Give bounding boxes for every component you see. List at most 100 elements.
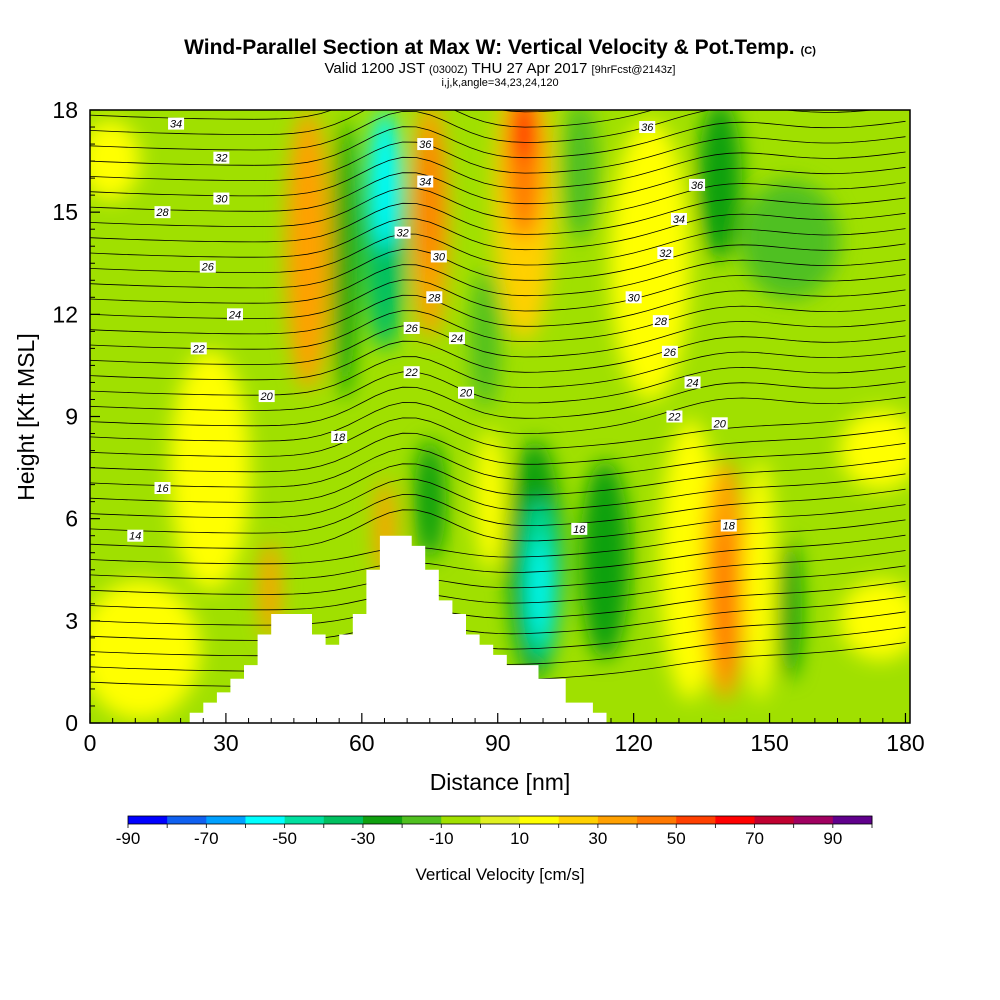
y-tick-label: 18: [52, 97, 78, 123]
theta-contour-line: [90, 534, 906, 580]
valid-utc: (0300Z): [429, 64, 468, 76]
contour-label-bg: [199, 260, 216, 273]
forecast-info: [9hrFcst@2143z]: [591, 64, 676, 76]
contour-label: 26: [405, 323, 419, 335]
plot-area: 34 32 30 28 26 24 22 20 18 16 14 36 34 32 30 28 26 24 22 20…: [90, 45, 910, 723]
contour-label-bg: [331, 430, 348, 443]
x-tick-label: 120: [614, 730, 652, 756]
colorbar-tick-label: -90: [116, 829, 141, 848]
colorbar-swatch: [793, 816, 834, 824]
contour-label-bg: [661, 345, 678, 358]
contour-label-bg: [403, 366, 420, 379]
contour-label: 24: [685, 377, 698, 389]
colorbar: -90 -70 -50 -30 -10 10 30 50 70 90: [116, 815, 873, 848]
chart-title: Wind-Parallel Section at Max W: Vertical…: [0, 36, 1000, 60]
contour-label: 22: [667, 412, 680, 424]
colorbar-tick-label: 70: [745, 829, 764, 848]
contour-label: 32: [215, 153, 227, 165]
contour-label: 24: [228, 309, 241, 321]
contour-label: 16: [156, 483, 169, 495]
contour-label-bg: [168, 117, 185, 130]
contour-label-bg: [689, 178, 706, 191]
colorbar-tick-label: -10: [429, 829, 454, 848]
theta-contour-line: [90, 427, 906, 473]
colorbar-label: Vertical Velocity [cm/s]: [415, 865, 584, 884]
theta-contour-line: [90, 274, 906, 319]
contour-label: 18: [333, 432, 346, 444]
y-axis: 0 3 6 9 12 15 18: [52, 97, 100, 736]
potential-temperature-contours: [90, 45, 906, 687]
colorbar-tick-label: 30: [588, 829, 607, 848]
contour-label-bg: [154, 482, 171, 495]
theta-contour-line: [90, 120, 906, 166]
contour-label: 28: [155, 207, 169, 219]
theta-contour-line: [90, 504, 906, 549]
theta-contour-line: [90, 60, 906, 104]
colorbar-swatch: [558, 816, 599, 824]
theta-contour-line: [90, 412, 906, 457]
contour-label-bg: [430, 250, 447, 263]
theta-contour-line: [90, 110, 877, 151]
colorbar-swatch: [362, 816, 403, 824]
contour-label: 26: [201, 262, 215, 274]
contour-label-bg: [720, 519, 737, 532]
y-tick-label: 6: [65, 506, 78, 532]
contour-label: 18: [723, 520, 736, 532]
y-tick-label: 15: [52, 199, 78, 225]
theta-contour-line: [90, 197, 906, 243]
theta-contour-line: [90, 289, 906, 335]
theta-contour-line: [90, 473, 906, 519]
title-text: Wind-Parallel Section at Max W: Vertical…: [184, 36, 795, 59]
contour-label: 32: [659, 248, 671, 260]
contour-label: 30: [433, 251, 446, 263]
theta-contour-line: [90, 304, 906, 350]
colorbar-swatch: [597, 816, 638, 824]
contour-label-bg: [127, 529, 144, 542]
contour-label: 34: [419, 177, 431, 189]
contour-label-bg: [226, 308, 243, 321]
theta-contour-line: [90, 580, 906, 626]
terrain-mask: [90, 535, 910, 723]
y-tick-label: 12: [52, 301, 78, 327]
colorbar-tick-label: 50: [667, 829, 686, 848]
theta-contour-line: [90, 166, 906, 212]
contour-label: 36: [641, 122, 654, 134]
valid-date: THU 27 Apr 2017: [471, 60, 588, 77]
theta-contour-line: [90, 366, 906, 411]
theta-contour-line: [90, 182, 906, 228]
contour-label: 20: [459, 388, 473, 400]
contour-label: 24: [450, 333, 463, 345]
copyright-mark: (C): [800, 45, 816, 57]
theta-contour-line: [90, 320, 906, 365]
colorbar-tick-label: 90: [823, 829, 842, 848]
theta-contour-line: [90, 396, 906, 442]
x-axis-label: Distance [nm]: [430, 769, 571, 795]
contour-label-bg: [190, 342, 207, 355]
chart-subtitle: Valid 1200 JST (0300Z) THU 27 Apr 2017 […: [0, 60, 1000, 77]
contour-label-bg: [625, 291, 642, 304]
theta-contour-line: [90, 212, 906, 258]
contour-label-bg: [652, 315, 669, 328]
theta-contour-line: [90, 45, 906, 89]
colorbar-swatch: [284, 816, 325, 824]
contour-label: 36: [691, 180, 704, 192]
y-tick-label: 3: [65, 608, 78, 634]
contour-label-bg: [403, 321, 420, 334]
x-tick-label: 180: [886, 730, 924, 756]
contour-label: 20: [260, 391, 274, 403]
contour-label-bg: [458, 386, 475, 399]
theta-contour-line: [90, 442, 906, 488]
section-params: i,j,k,angle=34,23,24,120: [441, 77, 559, 89]
y-tick-label: 9: [65, 404, 78, 430]
theta-contour-line: [90, 136, 906, 182]
colorbar-tick-label: -50: [272, 829, 297, 848]
x-tick-label: 90: [485, 730, 511, 756]
contour-label: 30: [215, 194, 228, 206]
contour-label: 18: [573, 524, 586, 536]
x-tick-label: 30: [213, 730, 239, 756]
x-tick-label: 60: [349, 730, 375, 756]
valid-prefix: Valid 1200 JST: [324, 60, 425, 77]
contour-label: 20: [713, 418, 727, 430]
theta-contour-line: [90, 550, 906, 595]
contour-label-bg: [213, 192, 230, 205]
